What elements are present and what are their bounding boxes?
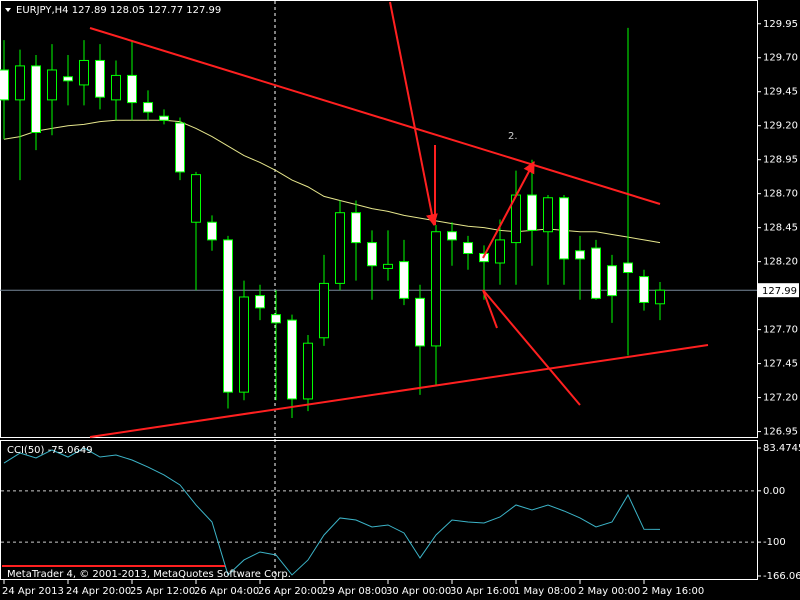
candle-body: [383, 263, 393, 269]
candle-body: [559, 197, 569, 260]
candle-body: [111, 74, 121, 101]
candle-body: [239, 296, 249, 393]
candle-body: [415, 297, 425, 347]
close: 127.99: [186, 5, 221, 16]
candle-body: [255, 295, 265, 309]
candle-body: [207, 221, 217, 241]
candle-body: [367, 242, 377, 267]
indicator-title: CCI(50): [7, 445, 45, 456]
candle-body: [127, 74, 137, 104]
y-tick-label: 126.95: [763, 427, 798, 438]
candle-body: [495, 239, 505, 264]
y-tick-label: 83.4745: [763, 443, 800, 454]
candle-body: [271, 314, 281, 324]
y-tick-label: 128.45: [763, 223, 798, 234]
main-pane: [0, 0, 758, 438]
y-tick-label: 128.20: [763, 257, 798, 268]
candle-body: [399, 261, 409, 299]
x-tick-label: 26 Apr 04:00: [194, 586, 259, 597]
y-tick-label: 129.95: [763, 19, 798, 30]
arrow: [389, 1, 438, 227]
x-tick-label: 30 Apr 00:00: [386, 586, 451, 597]
candle-body: [463, 242, 473, 254]
y-tick-label: 0.00: [763, 486, 785, 497]
y-tick-label: 128.70: [763, 189, 798, 200]
x-tick-label: 2 May 00:00: [578, 586, 640, 597]
candle-body: [191, 174, 201, 223]
y-tick-label: 129.20: [763, 121, 798, 132]
indicator-header: CCI(50) -75.0649: [7, 445, 93, 456]
candle-body: [95, 59, 105, 98]
candle-body: [175, 122, 185, 173]
indicator-line: [3, 447, 661, 576]
candle-body: [63, 76, 73, 82]
candle-body: [591, 247, 601, 299]
candle-body: [623, 262, 633, 274]
y-tick-label: 129.70: [763, 53, 798, 64]
candle-body: [31, 65, 41, 133]
trend-line: [89, 27, 661, 205]
price-tag-label: 127.99: [762, 286, 797, 297]
menu-triangle[interactable]: [5, 8, 11, 12]
candle-body: [47, 69, 57, 101]
price-tag: [758, 283, 799, 298]
y-tick-label: -166.064: [763, 571, 800, 582]
chart-header: EURJPY,H4 127.89 128.05 127.77 127.99: [16, 5, 221, 16]
candle-body: [15, 65, 25, 101]
candle-body: [447, 231, 457, 241]
x-tick-label: 1 May 08:00: [514, 586, 576, 597]
trend-line: [89, 344, 709, 438]
indicator-value: -75.0649: [48, 445, 93, 456]
drawings: [2, 1, 709, 567]
candle-body: [319, 282, 329, 339]
candle-body: [431, 231, 441, 347]
arrow: [482, 160, 535, 259]
candle-body: [639, 276, 649, 303]
high: 128.05: [110, 5, 145, 16]
indicator-pane: [0, 440, 758, 580]
arrow: [482, 289, 581, 406]
candle-body: [79, 59, 89, 86]
candle-body: [287, 319, 297, 400]
candle-body: [575, 250, 585, 260]
candle-body: [655, 289, 665, 305]
x-tick-label: 30 Apr 16:00: [450, 586, 515, 597]
candle-body: [303, 342, 313, 400]
y-tick-label: -100: [763, 537, 786, 548]
y-tick-label: 127.20: [763, 393, 798, 404]
candle-body: [159, 115, 169, 121]
x-tick-label: 29 Apr 08:00: [322, 586, 387, 597]
candle-body: [0, 69, 9, 101]
low: 127.77: [148, 5, 183, 16]
candle-body: [335, 212, 345, 284]
open: 127.89: [72, 5, 107, 16]
x-tick-label: 2 May 16:00: [642, 586, 704, 597]
y-tick-label: 127.45: [763, 359, 798, 370]
candle-body: [527, 194, 537, 231]
candle-body: [351, 212, 361, 244]
x-tick-label: 26 Apr 20:00: [258, 586, 323, 597]
candle-body: [223, 239, 233, 393]
x-tick-label: 24 Apr 20:00: [66, 586, 131, 597]
x-tick-label: 25 Apr 12:00: [130, 586, 195, 597]
y-tick-label: 128.95: [763, 155, 798, 166]
y-tick-label: 129.45: [763, 87, 798, 98]
arrow: [482, 289, 498, 329]
candle-body: [143, 102, 153, 113]
candle-body: [607, 265, 617, 297]
y-tick-label: 127.70: [763, 325, 798, 336]
annotation: 2.: [508, 131, 518, 142]
x-tick-label: 24 Apr 2013: [2, 586, 64, 597]
symbol: EURJPY,H4: [16, 5, 69, 16]
candle-body: [543, 197, 553, 233]
copyright: MetaTrader 4, © 2001-2013, MetaQuotes So…: [7, 569, 291, 580]
